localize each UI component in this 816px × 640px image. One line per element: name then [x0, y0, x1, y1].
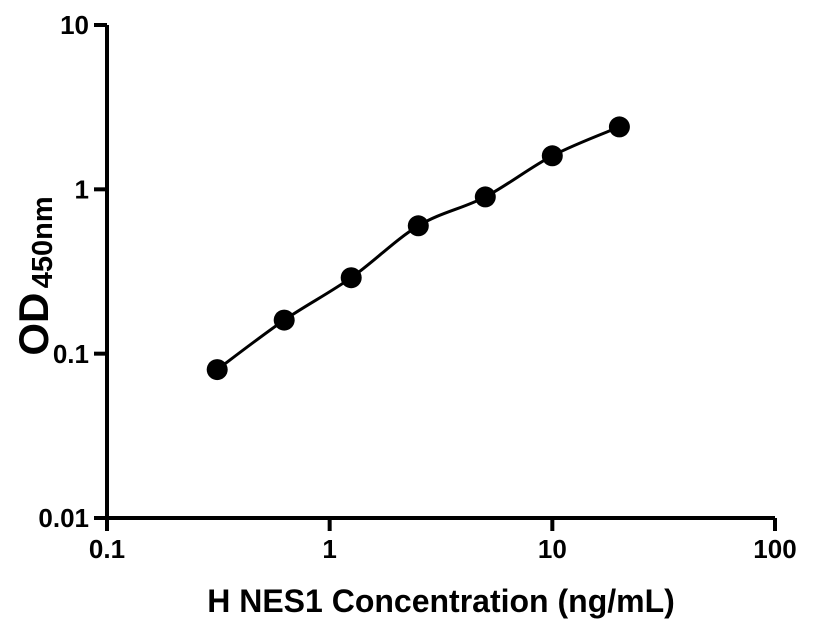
x-tick-label: 100 — [753, 534, 796, 564]
y-tick-label: 10 — [60, 10, 89, 40]
plot-layer — [206, 116, 630, 381]
data-point — [273, 309, 295, 331]
y-axis-title-subscript: 450nm — [27, 196, 59, 288]
y-tick-label: 0.01 — [38, 503, 89, 533]
data-point — [608, 116, 630, 138]
x-tick-label: 10 — [538, 534, 567, 564]
data-point — [541, 145, 563, 167]
x-axis-title: H NES1 Concentration (ng/mL) — [207, 583, 675, 619]
data-point — [474, 186, 496, 208]
y-axis-title-main: OD — [10, 293, 57, 356]
x-tick-label: 1 — [322, 534, 336, 564]
data-point — [340, 267, 362, 289]
data-point — [407, 215, 429, 237]
y-tick-label: 1 — [75, 174, 89, 204]
y-tick-label: 0.1 — [53, 339, 89, 369]
y-axis-title: OD 450nm — [10, 196, 59, 355]
data-point — [206, 359, 228, 381]
x-tick-label: 0.1 — [89, 534, 125, 564]
